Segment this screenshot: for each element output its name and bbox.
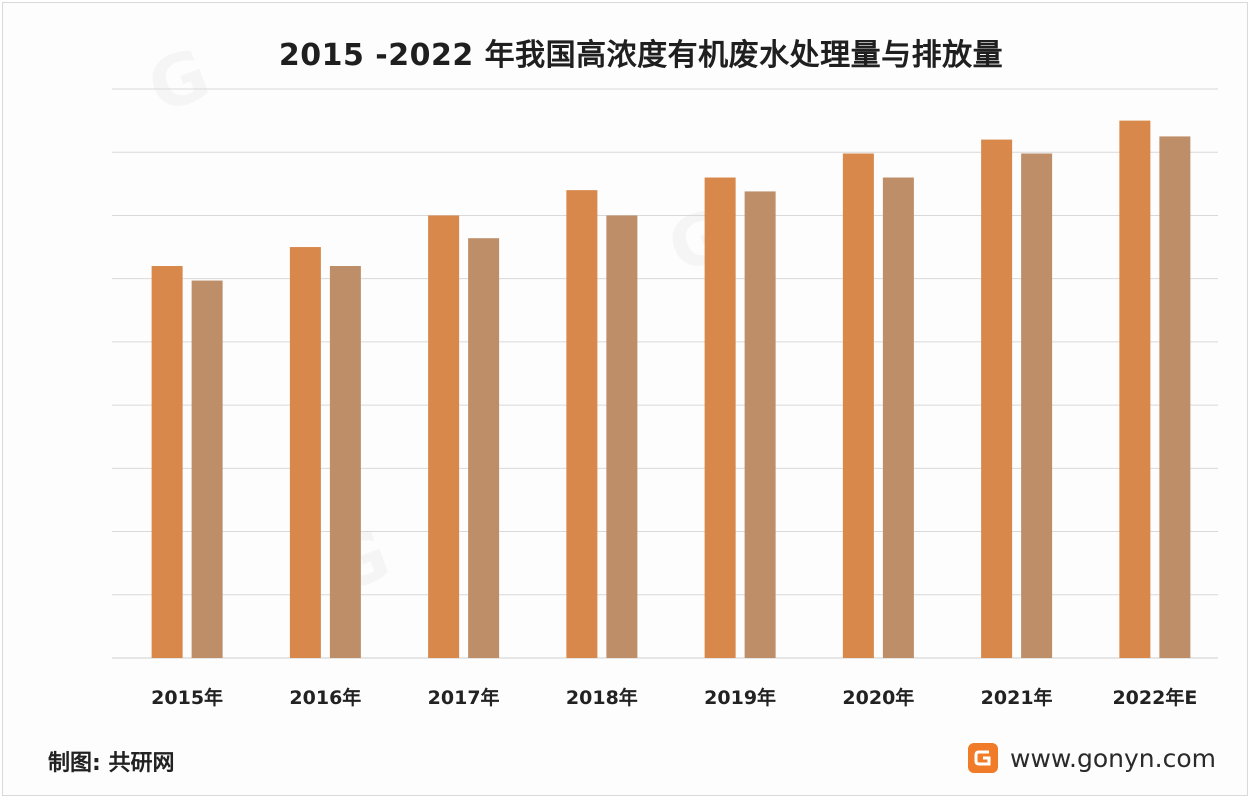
x-tick-label: 2020年 xyxy=(842,686,914,709)
bar-series2-7 xyxy=(1159,136,1191,658)
bar-series1-1 xyxy=(289,247,321,659)
bar-series1-3 xyxy=(566,190,598,658)
bar-series2-0 xyxy=(191,280,223,658)
bar-series1-4 xyxy=(704,177,736,658)
bar-series2-4 xyxy=(744,191,776,659)
bar-series1-5 xyxy=(842,153,874,658)
source-label: 制图: 共研网 xyxy=(48,751,175,776)
x-tick-label: 2019年 xyxy=(704,686,776,709)
bar-series1-6 xyxy=(981,139,1013,659)
x-tick-label: 2017年 xyxy=(428,686,500,709)
bar-series1-7 xyxy=(1119,120,1151,659)
gonyn-logo-icon xyxy=(968,743,999,773)
chart-title: 2015 -2022 年我国高浓度有机废水处理量与排放量 xyxy=(278,38,1004,73)
bar-series2-1 xyxy=(329,266,361,658)
bar-series2-6 xyxy=(1021,153,1053,658)
website-footer: www.gonyn.com xyxy=(968,740,1216,776)
x-tick-label: 2015年 xyxy=(151,686,223,709)
x-tick-label: 2021年 xyxy=(981,686,1053,709)
x-tick-label: 2018年 xyxy=(566,686,638,709)
x-axis-labels: 2015年 2016年 2017年 2018年 2019年 2020年 2021年 2022年… xyxy=(151,686,1197,709)
x-tick-label: 2016年 xyxy=(289,686,361,709)
bar-series2-3 xyxy=(606,215,638,658)
bar-series2-5 xyxy=(882,177,914,658)
bar-series1-2 xyxy=(428,215,460,658)
website-url: www.gonyn.com xyxy=(1010,743,1216,773)
bar-series2-2 xyxy=(468,238,500,658)
x-tick-label: 2022年E xyxy=(1112,686,1197,709)
bar-series1-0 xyxy=(151,266,183,658)
bars xyxy=(151,120,1191,659)
